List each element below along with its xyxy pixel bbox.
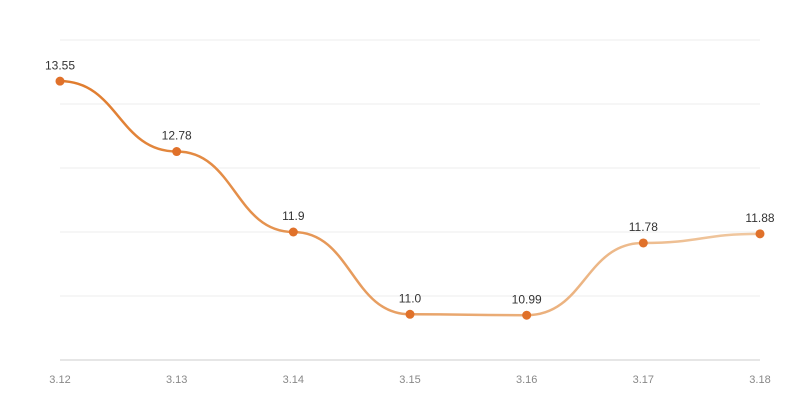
x-tick-label: 3.18 [749, 374, 770, 386]
point [55, 76, 65, 86]
value-label: 12.78 [162, 129, 192, 143]
point [172, 147, 182, 157]
x-tick-label: 3.12 [49, 374, 70, 386]
value-label: 11.9 [282, 209, 305, 223]
point [405, 309, 415, 319]
value-label: 11.88 [745, 211, 774, 225]
x-tick-label: 3.14 [283, 374, 304, 386]
value-label: 13.55 [45, 58, 75, 72]
value-label: 10.99 [512, 292, 542, 306]
point [638, 238, 648, 248]
point [522, 310, 532, 320]
x-tick-label: 3.13 [166, 374, 187, 386]
point [288, 227, 298, 237]
x-tick-label: 3.16 [516, 374, 537, 386]
line [59, 79, 761, 317]
x-tick-label: 3.17 [633, 374, 654, 386]
x-tick-label: 3.15 [399, 374, 420, 386]
value-label: 11.78 [629, 220, 658, 234]
value-label: 11.0 [399, 291, 422, 305]
point [755, 229, 765, 239]
